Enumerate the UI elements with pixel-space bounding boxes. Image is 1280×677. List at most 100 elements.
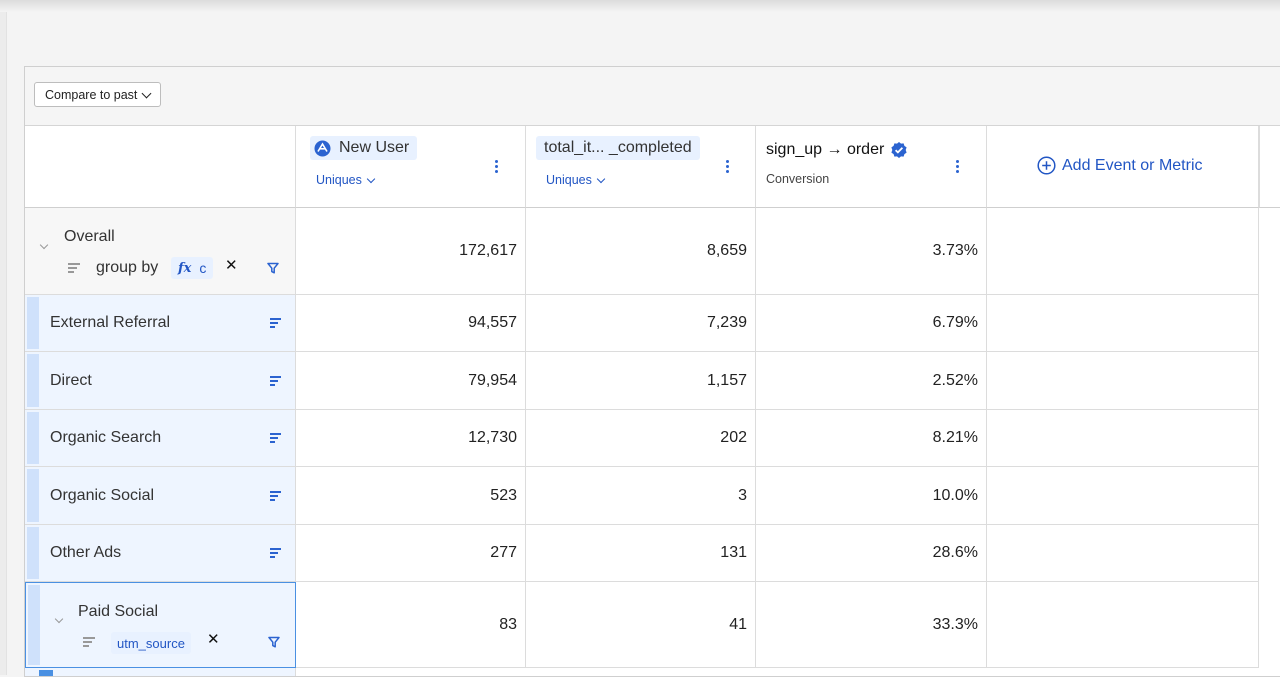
chevron-down-icon bbox=[366, 174, 376, 183]
column-menu-icon[interactable] bbox=[726, 160, 729, 173]
group-by-property-chip[interactable]: utm_source bbox=[111, 632, 191, 654]
funnel-title[interactable]: sign_up → order bbox=[766, 141, 908, 159]
segment-row-label[interactable]: Organic Search bbox=[25, 410, 296, 467]
add-metric-column: Add Event or Metric bbox=[987, 126, 1259, 208]
breakdown-icon[interactable] bbox=[270, 375, 281, 386]
left-edge bbox=[0, 12, 7, 675]
collapse-chevron-icon[interactable] bbox=[54, 614, 64, 624]
overall-value-total-items: 8,659 bbox=[526, 208, 756, 295]
metric-chip-total-items[interactable]: total_it... _completed bbox=[536, 136, 700, 160]
segment-row-label[interactable]: Other Ads bbox=[25, 525, 296, 582]
empty-cell bbox=[987, 295, 1259, 352]
segment-label: Organic Social bbox=[50, 486, 155, 504]
metric-name: New User bbox=[339, 139, 410, 156]
group-by-label: group by bbox=[96, 259, 159, 276]
breakdown-icon[interactable] bbox=[270, 433, 281, 443]
overall-row-label: Overall group by fx c ✕ bbox=[25, 208, 296, 295]
group-by-property-label: c bbox=[199, 260, 207, 276]
group-by-icon bbox=[68, 263, 81, 273]
filter-icon[interactable] bbox=[268, 636, 280, 648]
value-total-items: 41 bbox=[526, 582, 756, 668]
empty-cell bbox=[987, 525, 1259, 582]
formula-icon: fx bbox=[178, 260, 192, 276]
value-total-items: 131 bbox=[526, 525, 756, 582]
segment-row-label[interactable]: External Referral bbox=[25, 295, 296, 352]
segment-row-label-selected[interactable]: Paid Social utm_source ✕ bbox=[25, 582, 296, 668]
metric-chip-new-user[interactable]: New User bbox=[310, 136, 418, 160]
column-menu-icon[interactable] bbox=[495, 160, 498, 173]
verified-check-icon bbox=[891, 142, 907, 158]
measure-label: Uniques bbox=[316, 173, 362, 187]
value-new-user: 277 bbox=[296, 525, 526, 582]
metric-name: total_it... _completed bbox=[544, 139, 692, 156]
empty-cell bbox=[987, 582, 1259, 668]
value-total-items: 7,239 bbox=[526, 295, 756, 352]
overall-label: Overall bbox=[64, 228, 115, 245]
filter-icon[interactable] bbox=[267, 262, 279, 274]
new-user-icon bbox=[314, 140, 331, 156]
empty-cell bbox=[987, 208, 1259, 295]
segment-row-label[interactable]: Direct bbox=[25, 352, 296, 410]
header-corner bbox=[25, 126, 296, 208]
segment-label: Other Ads bbox=[50, 544, 122, 561]
add-event-or-metric-button[interactable]: Add Event or Metric bbox=[1037, 156, 1203, 175]
add-metric-label: Add Event or Metric bbox=[1062, 156, 1203, 174]
group-by-property-label: utm_source bbox=[117, 635, 185, 651]
segment-row-label-partial bbox=[25, 668, 296, 676]
measure-label: Uniques bbox=[546, 173, 592, 187]
table-toolbar: Compare to past bbox=[25, 67, 1280, 126]
breakdown-icon[interactable] bbox=[270, 548, 281, 558]
empty-cell bbox=[987, 467, 1259, 525]
row-color-bar bbox=[27, 354, 39, 407]
value-new-user: 83 bbox=[296, 582, 526, 668]
row-color-bar bbox=[27, 297, 39, 349]
value-total-items: 202 bbox=[526, 410, 756, 467]
segment-row-label[interactable]: Organic Social bbox=[25, 467, 296, 525]
segment-label: Organic Search bbox=[50, 429, 162, 446]
column-header-conversion[interactable]: sign_up → order Conversion bbox=[756, 126, 987, 208]
add-circle-icon bbox=[1037, 156, 1056, 175]
value-conversion: 10.0% bbox=[756, 467, 987, 525]
value-new-user: 12,730 bbox=[296, 410, 526, 467]
group-by-icon bbox=[83, 637, 96, 647]
value-conversion: 33.3% bbox=[756, 582, 987, 668]
segment-label: Paid Social bbox=[78, 603, 159, 620]
value-new-user: 523 bbox=[296, 467, 526, 525]
measure-dropdown[interactable]: Uniques bbox=[316, 173, 376, 187]
top-shadow bbox=[0, 0, 1280, 12]
insights-table-panel: Compare to past New User Uniques total_i… bbox=[24, 66, 1280, 677]
row-color-bar bbox=[28, 585, 40, 665]
compare-to-past-button[interactable]: Compare to past bbox=[34, 82, 162, 107]
empty-cell bbox=[987, 410, 1259, 467]
conversion-label: Conversion bbox=[766, 172, 830, 186]
row-color-bar bbox=[27, 527, 39, 579]
value-conversion: 28.6% bbox=[756, 525, 987, 582]
chevron-down-icon bbox=[596, 174, 606, 183]
row-color-bar bbox=[27, 412, 39, 464]
breakdown-icon[interactable] bbox=[270, 318, 281, 328]
breakdown-icon[interactable] bbox=[270, 490, 281, 501]
empty-cell bbox=[987, 352, 1259, 410]
row-color-bar bbox=[27, 469, 39, 522]
remove-group-by-close-icon[interactable]: ✕ bbox=[225, 256, 238, 274]
remove-group-by-close-icon[interactable]: ✕ bbox=[207, 630, 220, 648]
column-header-new-user[interactable]: New User Uniques bbox=[296, 126, 526, 208]
group-by-property-chip[interactable]: fx c bbox=[171, 257, 214, 279]
value-new-user: 94,557 bbox=[296, 295, 526, 352]
funnel-name: sign_up → order bbox=[766, 141, 885, 158]
chevron-down-icon bbox=[141, 88, 152, 98]
overall-value-conversion: 3.73% bbox=[756, 208, 987, 295]
measure-dropdown[interactable]: Uniques bbox=[546, 173, 606, 187]
overall-value-new-user: 172,617 bbox=[296, 208, 526, 295]
collapse-chevron-icon[interactable] bbox=[39, 240, 49, 250]
column-menu-icon[interactable] bbox=[956, 160, 959, 173]
value-total-items: 1,157 bbox=[526, 352, 756, 410]
value-conversion: 2.52% bbox=[756, 352, 987, 410]
segment-label: External Referral bbox=[50, 314, 171, 331]
value-new-user: 79,954 bbox=[296, 352, 526, 410]
column-header-total-items-completed[interactable]: total_it... _completed Uniques bbox=[526, 126, 756, 208]
row-color-bar bbox=[39, 670, 53, 676]
value-conversion: 8.21% bbox=[756, 410, 987, 467]
segment-label: Direct bbox=[50, 371, 92, 389]
value-total-items: 3 bbox=[526, 467, 756, 525]
